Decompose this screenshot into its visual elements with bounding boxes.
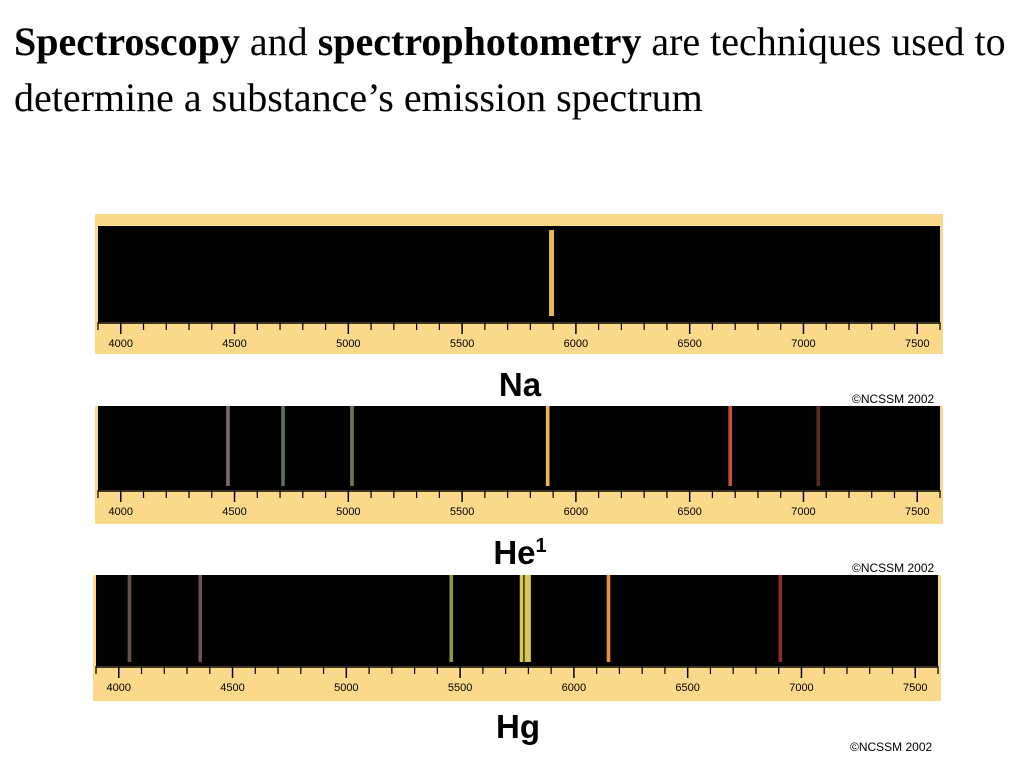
spectrum-background — [96, 575, 938, 666]
term-spectrophotometry: spectrophotometry — [317, 19, 642, 64]
emission-line — [778, 575, 783, 662]
emission-line — [545, 406, 550, 486]
emission-line — [198, 575, 203, 662]
na-spectrum-figure: 4000 4500 5000 5500 6000 6500 7000 7500 — [97, 226, 941, 350]
tick-label: 6500 — [677, 338, 701, 350]
tick-label: 5000 — [336, 506, 360, 518]
tick-label: 7000 — [789, 682, 813, 694]
emission-line — [728, 406, 732, 486]
emission-line — [281, 406, 285, 486]
tick-label: 5000 — [336, 338, 360, 350]
tick-label: 4500 — [222, 338, 246, 350]
tick-label: 4000 — [107, 682, 131, 694]
spectrum-label-he: He1 — [470, 534, 570, 572]
tick-label: 7000 — [791, 506, 815, 518]
element-superscript: 1 — [535, 535, 547, 557]
tick-label: 7500 — [905, 338, 929, 350]
emission-line — [519, 575, 524, 662]
tick-label: 6500 — [677, 506, 701, 518]
tick-label: 4500 — [222, 506, 246, 518]
tick-label: 5500 — [450, 506, 474, 518]
emission-line — [226, 406, 230, 486]
heading-rest: are techniques used to determine a subst… — [14, 19, 1006, 120]
hg-spectrum-figure: 4000 4500 5000 5500 6000 6500 7000 7500 — [95, 575, 939, 694]
emission-line — [449, 575, 454, 662]
emission-line — [550, 230, 555, 316]
tick-label: 7500 — [903, 682, 927, 694]
element-symbol: Hg — [496, 708, 540, 745]
emission-line — [127, 575, 132, 662]
spectrum-panel-hg: 4000 4500 5000 5500 6000 6500 7000 7500 — [93, 575, 941, 701]
heading-connector: and — [239, 19, 318, 64]
tick-label: 4500 — [220, 682, 244, 694]
spectrum-background — [98, 406, 940, 490]
tick-label: 6500 — [675, 682, 699, 694]
term-spectroscopy: Spectroscopy — [14, 19, 240, 64]
tick-label: 4000 — [109, 506, 133, 518]
emission-line — [524, 575, 529, 662]
tick-label: 6000 — [564, 338, 588, 350]
emission-line — [527, 575, 531, 662]
tick-label: 4000 — [109, 338, 133, 350]
emission-line — [816, 406, 821, 486]
tick-label: 5500 — [448, 682, 472, 694]
emission-line — [350, 406, 354, 486]
copyright-he: ©NCSSM 2002 — [852, 561, 935, 575]
he-spectrum-figure: 4000 4500 5000 5500 6000 6500 7000 7500 — [97, 406, 941, 518]
tick-label: 6000 — [564, 506, 588, 518]
spectrum-label-hg: Hg — [468, 708, 568, 746]
tick-label: 7500 — [905, 506, 929, 518]
element-symbol: He — [493, 534, 536, 571]
spectrum-panel-he: 4000 4500 5000 5500 6000 6500 7000 7500 — [95, 406, 943, 524]
element-symbol: Na — [498, 366, 542, 403]
tick-label: 5500 — [450, 338, 474, 350]
spectrum-label-na: Na — [470, 366, 570, 404]
spectrum-background — [98, 226, 940, 322]
tick-label: 5000 — [334, 682, 358, 694]
slide-heading: Spectroscopy and spectrophotometry are t… — [14, 14, 1014, 126]
emission-line — [606, 575, 611, 662]
tick-label: 7000 — [791, 338, 815, 350]
spectrum-panel-na: 4000 4500 5000 5500 6000 6500 7000 7500 — [95, 214, 943, 354]
copyright-na: ©NCSSM 2002 — [852, 392, 935, 406]
tick-label: 6000 — [562, 682, 586, 694]
copyright-hg: ©NCSSM 2002 — [850, 740, 933, 754]
